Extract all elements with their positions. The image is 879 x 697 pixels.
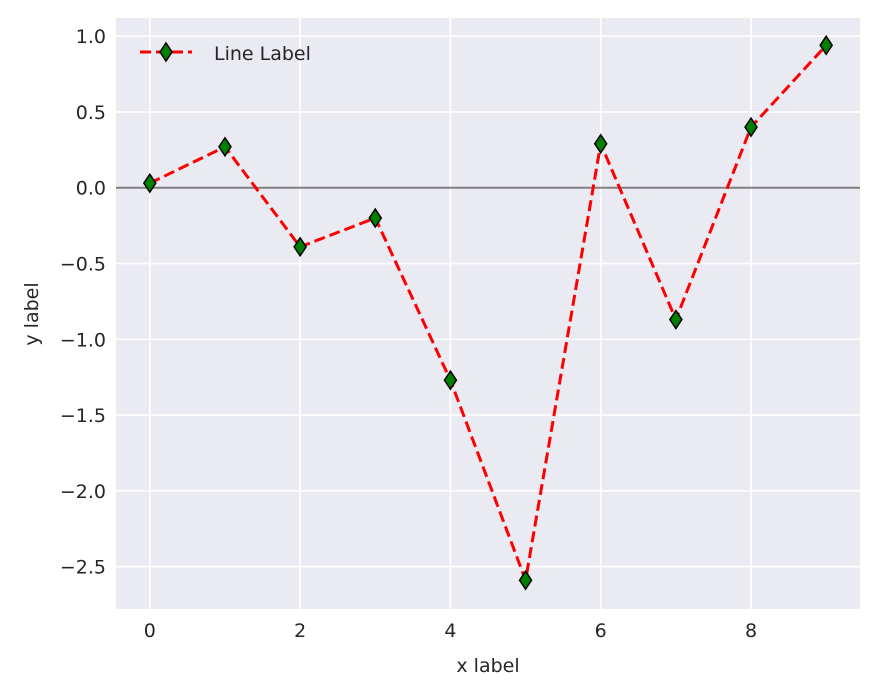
data-point-marker — [443, 369, 458, 391]
data-point-marker — [744, 116, 758, 138]
series-layer — [142, 34, 834, 591]
data-point-marker — [819, 34, 834, 56]
y-tick-label: −2.0 — [60, 481, 106, 503]
y-tick-label: −1.5 — [60, 405, 106, 427]
series-line — [149, 44, 828, 582]
plot-area — [116, 18, 860, 609]
data-point-marker — [668, 309, 683, 330]
y-tick-label: −1.0 — [60, 329, 106, 351]
data-point-marker — [518, 569, 533, 591]
y-tick-label: 0.5 — [76, 102, 106, 124]
x-tick-label: 0 — [144, 620, 156, 642]
y-axis-label: y label — [21, 282, 43, 345]
x-tick-label: 6 — [595, 620, 607, 642]
data-point-marker — [218, 136, 232, 158]
legend-diamond-marker — [159, 41, 173, 63]
y-tick-labels: 1.0 0.5 0.0 −0.5 −1.0 −1.5 −2.0 −2.5 — [60, 26, 106, 578]
x-tick-label: 4 — [444, 620, 456, 642]
y-tick-label: −0.5 — [60, 253, 106, 275]
x-axis-label: x label — [456, 655, 519, 677]
y-tick-label: −2.5 — [60, 557, 106, 579]
data-point-marker — [593, 133, 608, 155]
data-point-marker — [368, 207, 383, 229]
legend-label: Line Label — [214, 43, 311, 65]
y-tick-label: 0.0 — [76, 178, 106, 200]
x-tick-label: 8 — [745, 620, 757, 642]
data-point-marker — [293, 236, 308, 258]
data-point-marker — [142, 172, 157, 194]
y-tick-label: 1.0 — [76, 26, 106, 48]
grid-lines — [116, 18, 860, 609]
legend: Line Label — [140, 41, 311, 65]
x-tick-label: 2 — [294, 620, 306, 642]
x-tick-labels: 0 2 4 6 8 — [144, 620, 757, 642]
